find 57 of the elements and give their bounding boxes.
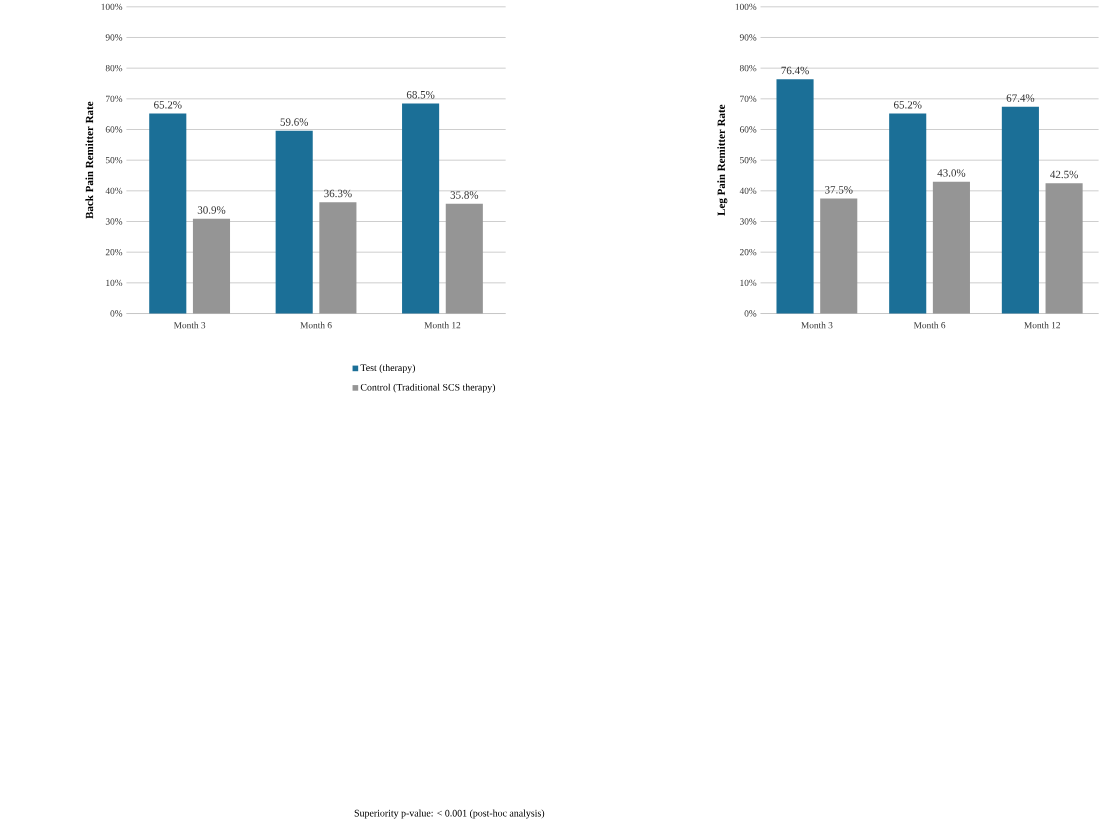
bar: [776, 79, 814, 314]
data-label: 68.5%: [406, 91, 435, 99]
x-tick-label: Month 12: [424, 321, 461, 329]
y-tick-label: 60%: [739, 126, 757, 133]
y-tick-label: 10%: [740, 279, 757, 287]
text: Superiority p-value: < 0.001 (post-hoc analysis): [354, 809, 545, 819]
x-tick-label: Month 3: [801, 321, 833, 329]
y-tick-label: 40%: [105, 187, 123, 195]
y-tick-label: 50%: [740, 157, 757, 164]
data-label: 65.2%: [154, 101, 182, 109]
y-tick-label: 0%: [744, 310, 757, 317]
bar: [192, 218, 231, 314]
x-tick-label: Month 12: [1024, 321, 1061, 329]
data-label: 35.8%: [450, 191, 479, 199]
y-tick-label: 100%: [101, 3, 123, 11]
y-tick-label: 70%: [106, 95, 123, 103]
bar: [445, 203, 483, 314]
x-tick-label: Month 3: [173, 321, 206, 329]
bar: [1045, 183, 1083, 314]
y-tick-label: 60%: [105, 126, 123, 133]
y-tick-label: 0%: [110, 310, 123, 317]
bar: [820, 198, 858, 314]
y-axis-title: Back Pain Remitter Rate: [85, 101, 94, 219]
x-tick-label: Month 6: [300, 321, 332, 329]
data-label: 59.6%: [280, 118, 309, 126]
y-tick-label: 10%: [106, 279, 123, 287]
y-tick-label: 80%: [105, 65, 123, 72]
data-label: 43.0%: [937, 169, 966, 177]
data-label: 42.5%: [1050, 170, 1078, 179]
bar: [149, 113, 187, 314]
y-axis-title: Leg Pain Remitter Rate: [717, 104, 728, 216]
bar: [889, 113, 927, 314]
data-label: 30.9%: [197, 206, 226, 214]
bar: [1001, 106, 1039, 314]
y-tick-label: 90%: [105, 34, 123, 41]
y-tick-label: 70%: [740, 95, 757, 103]
legend-label: Test (therapy): [360, 364, 416, 374]
y-tick-label: 100%: [735, 3, 757, 11]
data-label: 67.4%: [1006, 94, 1035, 102]
y-tick-label: 30%: [105, 218, 123, 225]
y-tick-label: 50%: [105, 157, 123, 164]
x-tick-label: Month 6: [913, 321, 946, 329]
y-tick-label: 20%: [739, 249, 757, 256]
y-tick-label: 80%: [739, 65, 757, 72]
bar: [319, 202, 357, 314]
bar: [275, 130, 313, 314]
data-label: 76.4%: [781, 66, 809, 75]
data-label: 37.5%: [825, 186, 853, 194]
y-tick-label: 20%: [105, 249, 123, 256]
y-tick-label: 30%: [739, 218, 757, 225]
y-tick-label: 40%: [739, 187, 757, 195]
bar: [932, 181, 970, 314]
legend-label: Control (Traditional SCS therapy): [360, 383, 496, 393]
data-label: 36.3%: [324, 189, 352, 198]
bar: [402, 103, 440, 314]
data-label: 65.2%: [893, 101, 922, 109]
y-tick-label: 90%: [739, 34, 757, 41]
